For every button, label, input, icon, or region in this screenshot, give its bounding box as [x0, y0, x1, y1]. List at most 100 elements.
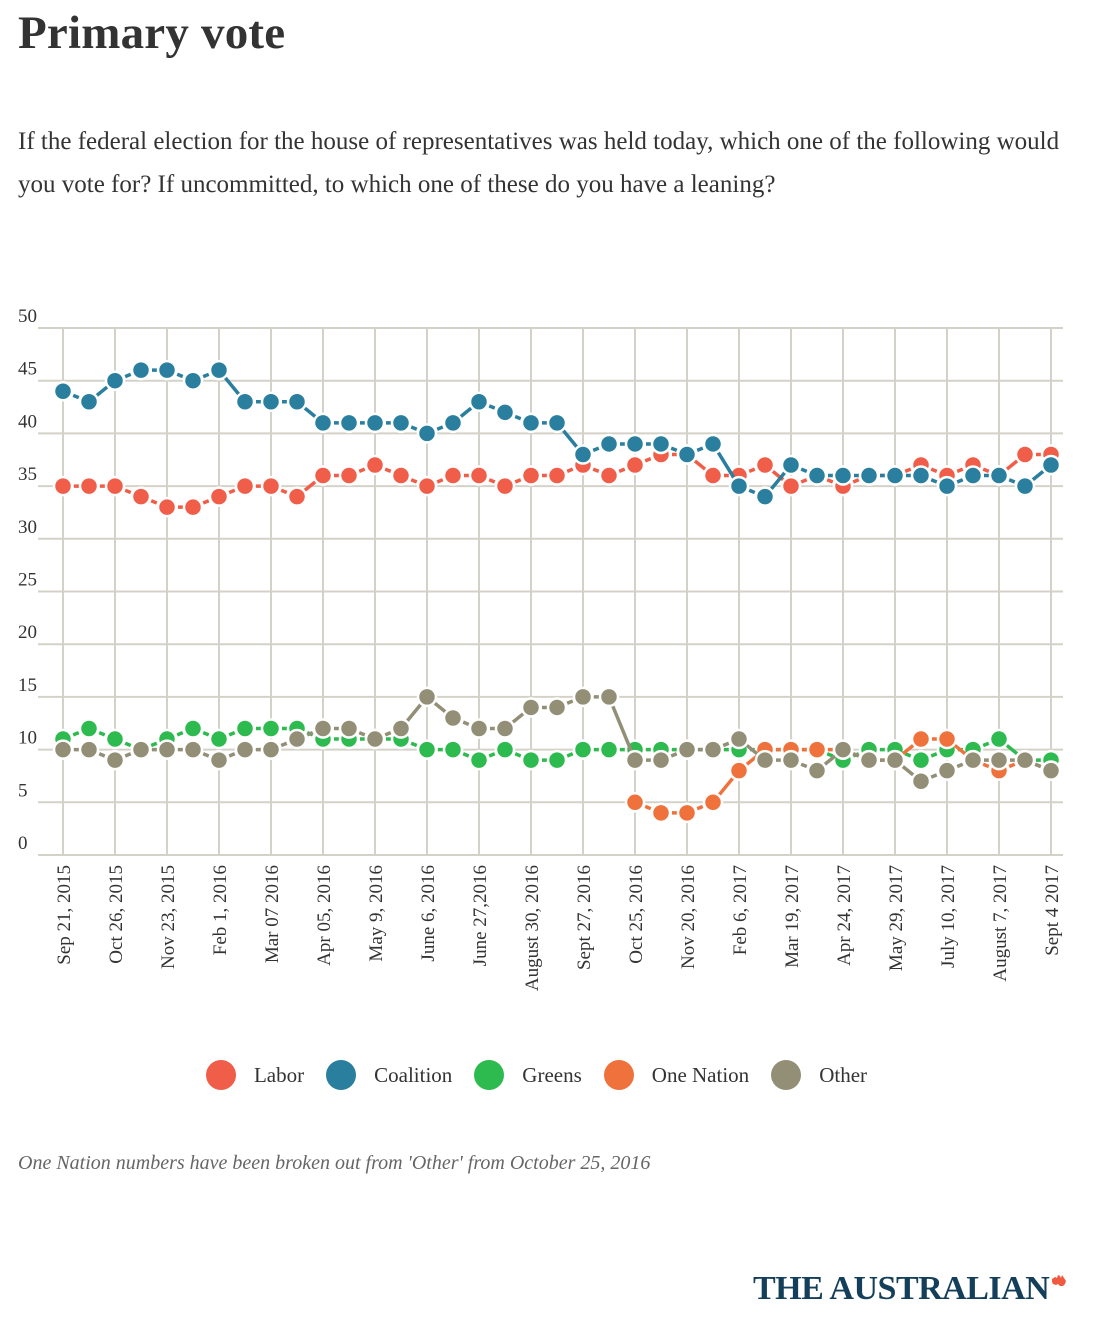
data-point[interactable] [702, 465, 724, 486]
data-point[interactable] [338, 465, 360, 486]
data-point[interactable] [702, 433, 724, 455]
data-point[interactable] [104, 370, 126, 391]
data-point[interactable] [234, 718, 256, 739]
data-point[interactable] [754, 486, 776, 507]
data-point[interactable] [364, 412, 386, 434]
data-point[interactable] [962, 749, 984, 771]
data-point[interactable] [598, 686, 620, 708]
data-point[interactable] [1014, 749, 1036, 771]
data-point[interactable] [208, 749, 230, 771]
data-point[interactable] [1040, 454, 1062, 476]
legend-item-other[interactable]: Other [771, 1060, 867, 1090]
data-point[interactable] [156, 739, 178, 760]
data-point[interactable] [624, 454, 646, 476]
data-point[interactable] [364, 728, 386, 750]
data-point[interactable] [468, 391, 490, 413]
data-point[interactable] [338, 718, 360, 739]
data-point[interactable] [78, 739, 100, 760]
data-point[interactable] [910, 749, 932, 771]
data-point[interactable] [572, 686, 594, 708]
data-point[interactable] [468, 749, 490, 771]
data-point[interactable] [858, 465, 880, 486]
legend-item-labor[interactable]: Labor [205, 1060, 304, 1090]
data-point[interactable] [78, 475, 100, 497]
data-point[interactable] [1040, 760, 1062, 781]
data-point[interactable] [988, 749, 1010, 771]
data-point[interactable] [182, 739, 204, 760]
data-point[interactable] [520, 697, 542, 718]
data-point[interactable] [598, 465, 620, 486]
data-point[interactable] [52, 380, 74, 402]
data-point[interactable] [520, 465, 542, 486]
data-point[interactable] [650, 802, 672, 824]
data-point[interactable] [754, 749, 776, 771]
legend-item-greens[interactable]: Greens [474, 1060, 582, 1090]
data-point[interactable] [858, 749, 880, 771]
data-point[interactable] [312, 718, 334, 739]
data-point[interactable] [156, 359, 178, 381]
data-point[interactable] [910, 728, 932, 750]
data-point[interactable] [468, 465, 490, 486]
data-point[interactable] [182, 718, 204, 739]
data-point[interactable] [598, 433, 620, 455]
data-point[interactable] [468, 718, 490, 739]
data-point[interactable] [572, 444, 594, 465]
data-point[interactable] [988, 465, 1010, 486]
data-point[interactable] [130, 359, 152, 381]
data-point[interactable] [104, 749, 126, 771]
data-point[interactable] [442, 465, 464, 486]
data-point[interactable] [312, 412, 334, 434]
data-point[interactable] [624, 749, 646, 771]
data-point[interactable] [546, 749, 568, 771]
data-point[interactable] [546, 697, 568, 718]
data-point[interactable] [546, 465, 568, 486]
data-point[interactable] [676, 739, 698, 760]
data-point[interactable] [962, 465, 984, 486]
data-point[interactable] [78, 391, 100, 413]
data-point[interactable] [286, 486, 308, 507]
data-point[interactable] [910, 770, 932, 792]
data-point[interactable] [104, 728, 126, 750]
data-point[interactable] [416, 423, 438, 444]
data-point[interactable] [442, 707, 464, 729]
data-point[interactable] [130, 486, 152, 507]
data-point[interactable] [728, 760, 750, 781]
data-point[interactable] [260, 718, 282, 739]
data-point[interactable] [520, 749, 542, 771]
data-point[interactable] [988, 728, 1010, 750]
data-point[interactable] [104, 475, 126, 497]
data-point[interactable] [208, 486, 230, 507]
data-point[interactable] [572, 739, 594, 760]
data-point[interactable] [260, 475, 282, 497]
data-point[interactable] [416, 739, 438, 760]
data-point[interactable] [650, 749, 672, 771]
data-point[interactable] [494, 718, 516, 739]
data-point[interactable] [884, 749, 906, 771]
data-point[interactable] [754, 454, 776, 476]
data-point[interactable] [702, 792, 724, 813]
data-point[interactable] [312, 465, 334, 486]
data-point[interactable] [182, 370, 204, 391]
data-point[interactable] [208, 359, 230, 381]
data-point[interactable] [832, 465, 854, 486]
data-point[interactable] [234, 739, 256, 760]
data-point[interactable] [728, 475, 750, 497]
data-point[interactable] [676, 802, 698, 824]
data-point[interactable] [390, 718, 412, 739]
data-point[interactable] [780, 454, 802, 476]
data-point[interactable] [1014, 444, 1036, 465]
data-point[interactable] [130, 739, 152, 760]
data-point[interactable] [416, 475, 438, 497]
data-point[interactable] [494, 475, 516, 497]
data-point[interactable] [260, 391, 282, 413]
data-point[interactable] [78, 718, 100, 739]
data-point[interactable] [390, 465, 412, 486]
data-point[interactable] [208, 728, 230, 750]
data-point[interactable] [182, 496, 204, 518]
data-point[interactable] [260, 739, 282, 760]
data-point[interactable] [936, 728, 958, 750]
legend-item-coalition[interactable]: Coalition [326, 1060, 452, 1090]
data-point[interactable] [494, 739, 516, 760]
data-point[interactable] [780, 749, 802, 771]
data-point[interactable] [442, 739, 464, 760]
